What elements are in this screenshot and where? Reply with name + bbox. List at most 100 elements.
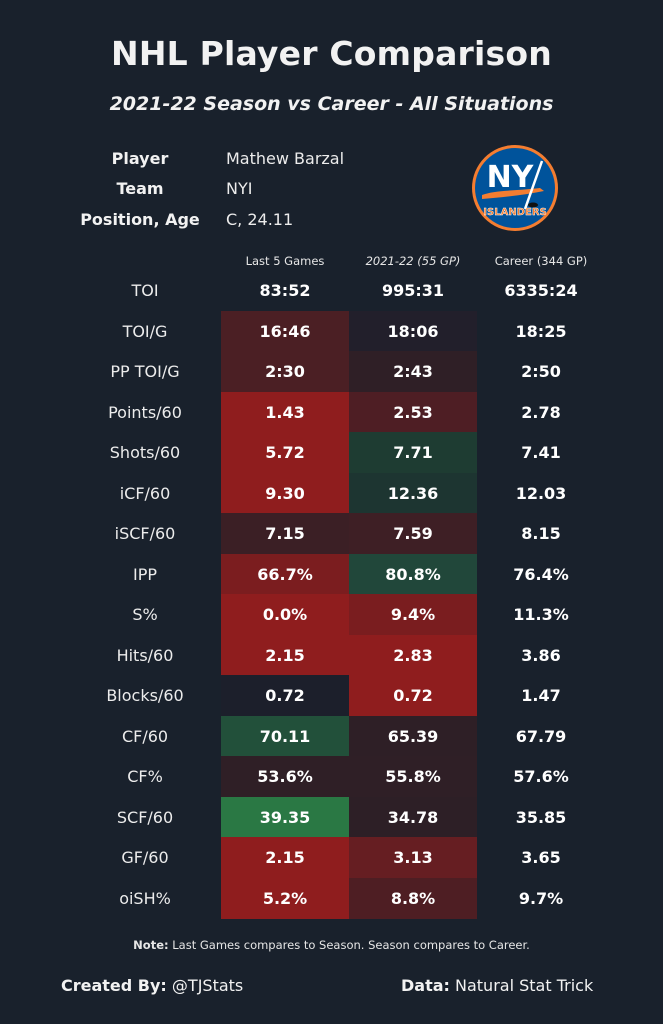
career-value: 57.6% bbox=[513, 767, 569, 786]
logo-islanders-text: ISLANDERS bbox=[483, 207, 546, 218]
career-value: 35.85 bbox=[515, 807, 567, 827]
stat-label: TOI bbox=[131, 281, 159, 300]
season-value: 80.8% bbox=[349, 553, 477, 595]
last5-value: 83:52 bbox=[259, 281, 311, 300]
data-source-value: Natural Stat Trick bbox=[449, 976, 594, 995]
table-row: GF/60 2.15 3.13 3.65 bbox=[0, 837, 663, 878]
table-row: iSCF/60 7.15 7.59 8.15 bbox=[0, 513, 663, 554]
career-value: 3.65 bbox=[521, 848, 561, 867]
season-value: 3.13 bbox=[349, 837, 477, 878]
stat-label: CF% bbox=[127, 767, 163, 786]
stat-label: Blocks/60 bbox=[106, 686, 184, 705]
player-name: Mathew Barzal bbox=[226, 149, 345, 168]
column-header-career: Career (344 GP) bbox=[494, 254, 588, 268]
career-value: 9.7% bbox=[518, 888, 564, 908]
last5-value: 7.15 bbox=[221, 513, 349, 554]
created-by-label: Created By: bbox=[61, 976, 167, 995]
table-row: CF/60 70.11 65.39 67.79 bbox=[0, 715, 663, 757]
last5-value: 70.11 bbox=[221, 715, 349, 757]
player-label: Player bbox=[111, 149, 169, 168]
last5-value: 53.6% bbox=[221, 756, 349, 797]
career-value: 11.3% bbox=[513, 605, 569, 624]
career-value: 7.41 bbox=[521, 443, 561, 462]
season-value: 65.39 bbox=[349, 715, 477, 757]
table-row: PP TOI/G 2:30 2:43 2:50 bbox=[0, 351, 663, 392]
stat-label: PP TOI/G bbox=[110, 362, 180, 381]
last5-value: 5.72 bbox=[221, 432, 349, 473]
season-value: 995:31 bbox=[381, 281, 445, 300]
career-value: 12.03 bbox=[515, 483, 567, 503]
stat-label: Shots/60 bbox=[109, 443, 181, 462]
created-by-value: @TJStats bbox=[166, 976, 244, 995]
table-row: Hits/60 2.15 2.83 3.86 bbox=[0, 634, 663, 676]
career-value: 1.47 bbox=[521, 686, 561, 705]
career-value: 2:50 bbox=[521, 362, 561, 381]
created-by: Created By: @TJStats bbox=[61, 976, 243, 995]
table-row: TOI 83:52 995:31 6335:24 bbox=[0, 270, 663, 311]
season-value: 2.83 bbox=[349, 634, 477, 676]
table-row: Blocks/60 0.72 0.72 1.47 bbox=[0, 675, 663, 716]
last5-value: 0.72 bbox=[221, 675, 349, 716]
stat-label: TOI/G bbox=[122, 321, 168, 341]
team-value: NYI bbox=[226, 179, 253, 198]
data-source: Data: Natural Stat Trick bbox=[401, 976, 593, 995]
stat-label: iSCF/60 bbox=[114, 524, 176, 543]
table-row: iCF/60 9.30 12.36 12.03 bbox=[0, 472, 663, 514]
page-subtitle: 2021-22 Season vs Career - All Situation… bbox=[109, 93, 554, 115]
table-row: SCF/60 39.35 34.78 35.85 bbox=[0, 796, 663, 838]
season-value: 12.36 bbox=[349, 472, 477, 514]
last5-value: 2:30 bbox=[221, 351, 349, 392]
season-value: 7.59 bbox=[349, 513, 477, 554]
last5-value: 9.30 bbox=[221, 472, 349, 514]
table-row: IPP 66.7% 80.8% 76.4% bbox=[0, 553, 663, 595]
season-value: 2:43 bbox=[349, 351, 477, 392]
stat-label: GF/60 bbox=[121, 848, 169, 867]
table-row: Points/60 1.43 2.53 2.78 bbox=[0, 391, 663, 433]
stat-label: Points/60 bbox=[108, 402, 182, 422]
note: Note: Last Games compares to Season. Sea… bbox=[0, 938, 663, 952]
career-value: 2.78 bbox=[521, 402, 561, 422]
column-header-season: 2021-22 (55 GP) bbox=[365, 254, 461, 268]
team-label: Team bbox=[116, 179, 164, 198]
career-value: 8.15 bbox=[521, 524, 561, 543]
note-label: Note: bbox=[133, 938, 169, 952]
season-value: 18:06 bbox=[349, 310, 477, 352]
stat-label: oiSH% bbox=[119, 888, 171, 908]
stat-label: S% bbox=[132, 605, 158, 624]
career-value: 67.79 bbox=[515, 726, 567, 746]
position-age-label: Position, Age bbox=[80, 210, 200, 229]
note-text: Last Games compares to Season. Season co… bbox=[168, 938, 530, 952]
column-header-last5: Last 5 Games bbox=[245, 254, 325, 268]
stat-label: IPP bbox=[132, 564, 157, 584]
season-value: 34.78 bbox=[349, 796, 477, 838]
last5-value: 2.15 bbox=[221, 634, 349, 676]
last5-value: 16:46 bbox=[221, 310, 349, 352]
table-row: oiSH% 5.2% 8.8% 9.7% bbox=[0, 877, 663, 919]
season-value: 7.71 bbox=[349, 432, 477, 473]
last5-value: 66.7% bbox=[221, 553, 349, 595]
data-source-label: Data: bbox=[401, 976, 450, 995]
table-row: TOI/G 16:46 18:06 18:25 bbox=[0, 310, 663, 352]
table-row: S% 0.0% 9.4% 11.3% bbox=[0, 594, 663, 635]
stat-label: CF/60 bbox=[121, 726, 169, 746]
page-title: NHL Player Comparison bbox=[111, 34, 552, 73]
table-row: Shots/60 5.72 7.71 7.41 bbox=[0, 432, 663, 473]
last5-value: 1.43 bbox=[221, 391, 349, 433]
season-value: 2.53 bbox=[349, 391, 477, 433]
season-value: 0.72 bbox=[349, 675, 477, 716]
table-row: CF% 53.6% 55.8% 57.6% bbox=[0, 756, 663, 797]
season-value: 55.8% bbox=[349, 756, 477, 797]
islanders-logo-icon: NY ISLANDERS bbox=[472, 145, 558, 231]
stat-label: Hits/60 bbox=[116, 645, 174, 665]
stat-label: SCF/60 bbox=[116, 807, 174, 827]
stat-label: iCF/60 bbox=[119, 483, 171, 503]
season-value: 9.4% bbox=[349, 594, 477, 635]
career-value: 3.86 bbox=[521, 645, 561, 665]
logo-ny-text: NY bbox=[487, 160, 535, 195]
position-age-value: C, 24.11 bbox=[226, 210, 294, 229]
career-value: 76.4% bbox=[513, 564, 569, 584]
last5-value: 5.2% bbox=[221, 877, 349, 919]
last5-value: 0.0% bbox=[221, 594, 349, 635]
last5-value: 2.15 bbox=[221, 837, 349, 878]
career-value: 18:25 bbox=[515, 321, 567, 341]
